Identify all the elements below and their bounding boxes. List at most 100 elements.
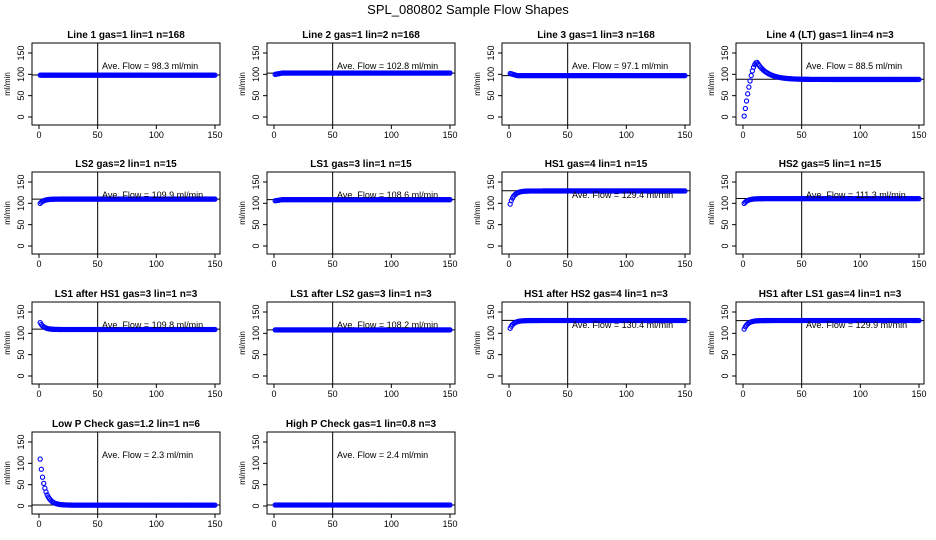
data-point: [212, 196, 218, 202]
plot-frame: [735, 42, 925, 126]
y-tick-label: 100: [251, 456, 261, 471]
average-flow-annotation: Ave. Flow = 2.4 ml/min: [337, 450, 428, 460]
average-flow-annotation: Ave. Flow = 129.4 ml/min: [572, 190, 673, 200]
x-tick-label: 150: [442, 130, 457, 140]
y-axis-label: ml/min: [707, 331, 716, 355]
x-tick-label: 100: [619, 130, 634, 140]
y-tick-label: 150: [720, 174, 730, 189]
x-tick-label: 100: [149, 259, 164, 269]
y-tick-label: 50: [486, 220, 496, 230]
y-tick-label: 0: [251, 503, 261, 508]
y-tick-label: 100: [251, 196, 261, 211]
y-axis-label: ml/min: [238, 72, 247, 96]
data-point: [41, 480, 47, 487]
y-axis-label: ml/min: [238, 201, 247, 225]
average-flow-annotation: Ave. Flow = 108.6 ml/min: [337, 190, 438, 200]
plot-frame: [266, 431, 456, 515]
y-axis-label: ml/min: [473, 331, 482, 355]
average-flow-annotation: Ave. Flow = 109.8 ml/min: [102, 320, 203, 330]
x-tick-label: 0: [36, 519, 41, 529]
y-tick-label: 100: [16, 196, 26, 211]
y-tick-label: 50: [16, 350, 26, 360]
y-tick-label: 150: [16, 45, 26, 60]
data-point: [747, 78, 753, 84]
x-tick-label: 0: [506, 389, 511, 399]
x-tick-label: 0: [36, 259, 41, 269]
chart-panel-9: LS1 after HS1 gas=3 lin=1 n=3 0 50 100 150 0 5…: [3, 289, 223, 399]
y-tick-label: 0: [720, 373, 730, 378]
y-tick-label: 50: [16, 91, 26, 101]
y-tick-label: 100: [720, 196, 730, 211]
y-tick-label: 50: [16, 480, 26, 490]
data-point: [745, 91, 751, 97]
average-flow-annotation: Ave. Flow = 98.3 ml/min: [102, 61, 198, 71]
y-tick-label: 0: [16, 373, 26, 378]
y-tick-label: 150: [251, 174, 261, 189]
x-tick-label: 150: [911, 130, 926, 140]
plot-frame: [266, 171, 456, 255]
y-axis-label: ml/min: [473, 72, 482, 96]
y-tick-label: 100: [251, 67, 261, 82]
x-tick-label: 50: [93, 259, 103, 269]
plot-frame: [31, 431, 221, 515]
y-tick-label: 50: [486, 91, 496, 101]
y-tick-label: 100: [486, 326, 496, 341]
chart-panel-11: HS1 after HS2 gas=4 lin=1 n=3 0 50 100 150 0 5…: [473, 289, 693, 399]
y-tick-label: 150: [720, 45, 730, 60]
chart-panel-3: Line 3 gas=1 lin=3 n=168 0 50 100 150 0 50 100 1…: [473, 30, 693, 140]
data-point: [742, 105, 748, 112]
data-point: [447, 327, 453, 333]
figure-title: SPL_080802 Sample Flow Shapes: [367, 2, 569, 17]
plot-frame: [735, 171, 925, 255]
data-point: [916, 317, 922, 324]
chart-panel-2: Line 2 gas=1 lin=2 n=168 0 50 100 150 0 50 100 1…: [238, 30, 458, 140]
x-tick-label: 100: [853, 130, 868, 140]
x-tick-label: 100: [149, 519, 164, 529]
x-tick-label: 150: [207, 389, 222, 399]
y-tick-label: 50: [720, 91, 730, 101]
y-tick-label: 150: [720, 304, 730, 319]
y-tick-label: 150: [16, 434, 26, 449]
panel-title: HS1 after LS1 gas=4 lin=1 n=3: [759, 289, 902, 300]
data-point: [746, 84, 752, 90]
y-tick-label: 50: [251, 91, 261, 101]
x-tick-label: 150: [911, 259, 926, 269]
y-tick-label: 50: [251, 220, 261, 230]
x-tick-label: 50: [563, 259, 573, 269]
chart-panel-14: High P Check gas=1 lin=0.8 n=3 0 50 100 150 0…: [238, 419, 458, 529]
panel-title: HS1 gas=4 lin=1 n=15: [545, 159, 648, 170]
x-tick-label: 100: [853, 389, 868, 399]
x-tick-label: 50: [328, 130, 338, 140]
average-flow-annotation: Ave. Flow = 129.9 ml/min: [806, 320, 907, 330]
chart-panel-13: Low P Check gas=1.2 lin=1 n=6 0 50 100 150 0 5…: [3, 419, 223, 529]
y-tick-label: 100: [16, 326, 26, 341]
average-flow-annotation: Ave. Flow = 88.5 ml/min: [806, 61, 902, 71]
panel-title: Line 1 gas=1 lin=1 n=168: [67, 30, 185, 41]
y-tick-label: 0: [486, 114, 496, 119]
y-tick-label: 0: [16, 243, 26, 248]
average-flow-annotation: Ave. Flow = 97.1 ml/min: [572, 61, 668, 71]
data-point: [682, 188, 688, 194]
y-tick-label: 50: [720, 350, 730, 360]
x-tick-label: 50: [93, 389, 103, 399]
plot-frame: [266, 301, 456, 385]
data-point: [748, 72, 754, 79]
x-tick-label: 50: [797, 389, 807, 399]
y-axis-label: ml/min: [3, 201, 12, 225]
data-point: [212, 72, 218, 78]
y-tick-label: 100: [486, 67, 496, 82]
x-tick-label: 0: [740, 130, 745, 140]
y-tick-label: 0: [16, 114, 26, 119]
x-tick-label: 150: [207, 519, 222, 529]
x-tick-label: 50: [563, 130, 573, 140]
x-tick-label: 50: [797, 259, 807, 269]
x-tick-label: 150: [442, 519, 457, 529]
plot-frame: [501, 171, 691, 255]
y-tick-label: 0: [486, 243, 496, 248]
data-point: [447, 197, 453, 203]
plot-frame: [501, 301, 691, 385]
x-tick-label: 50: [93, 519, 103, 529]
x-tick-label: 100: [384, 130, 399, 140]
plot-frame: [266, 42, 456, 126]
